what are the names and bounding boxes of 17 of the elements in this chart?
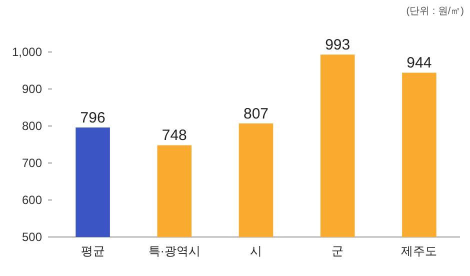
y-tick-label: 700 (22, 156, 42, 170)
y-tick-label: 600 (22, 193, 42, 207)
y-tick-label: 800 (22, 119, 42, 133)
y-tick-label: 900 (22, 82, 42, 96)
x-tick-label: 군 (332, 244, 344, 258)
data-label: 993 (325, 36, 350, 54)
y-tick-label: 1,000 (12, 45, 42, 59)
text: (단위 : 원/㎡) (406, 6, 464, 17)
x-tick-label: 시 (250, 244, 262, 258)
x-tick-label: 평균 (80, 244, 105, 258)
x-tick-label: 제주도 (401, 244, 438, 258)
data-label: 748 (162, 127, 187, 144)
data-label: 807 (243, 105, 269, 122)
data-label: 796 (80, 109, 106, 126)
data-label: 944 (406, 54, 432, 72)
x-tick-label: 특·광역시 (148, 244, 200, 258)
y-tick-label: 500 (22, 230, 42, 244)
